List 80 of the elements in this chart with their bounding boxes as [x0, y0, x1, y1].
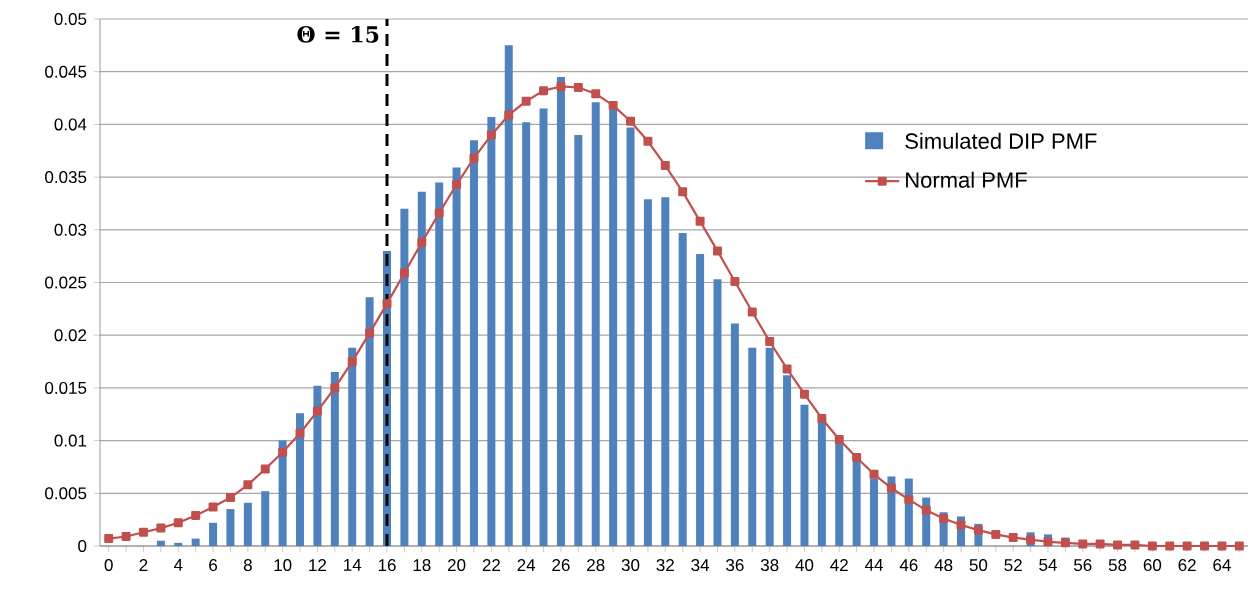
bar	[800, 404, 809, 546]
x-tick-label: 50	[969, 559, 988, 572]
y-tick-label: 0.025	[45, 276, 87, 289]
bar	[678, 232, 687, 546]
bar	[174, 542, 183, 546]
x-tick-label: 10	[274, 559, 292, 572]
legend-label: Normal PMF	[906, 171, 1027, 188]
x-tick-label: 60	[1143, 559, 1162, 572]
x-tick-label: 24	[517, 559, 536, 571]
bar	[209, 522, 218, 546]
x-tick-label: 38	[760, 559, 779, 572]
x-tick-label: 54	[1039, 559, 1057, 571]
bar	[661, 197, 670, 546]
bar	[226, 509, 235, 546]
x-tick-label: 42	[830, 559, 848, 571]
bar	[469, 140, 478, 546]
y-tick-label: 0.02	[54, 329, 87, 342]
bar	[574, 134, 583, 546]
y-tick-label: 0.015	[45, 381, 87, 394]
bar	[365, 297, 374, 546]
bar	[504, 45, 513, 546]
x-tick-label: 22	[482, 559, 500, 571]
x-tick-label: 20	[447, 559, 466, 572]
bar	[348, 347, 357, 546]
bar	[261, 491, 270, 546]
x-tick-label: 48	[934, 559, 953, 572]
y-tick-label: 0.035	[45, 171, 87, 184]
x-tick-label: 4	[173, 559, 183, 571]
y-tick-label: 0	[78, 539, 87, 553]
legend-label: Simulated DIP PMF	[905, 132, 1097, 149]
bar	[278, 440, 287, 546]
bar	[191, 538, 200, 546]
x-tick-label: 18	[413, 559, 431, 572]
x-tick-label: 58	[1108, 559, 1127, 572]
x-tick-label: 62	[1178, 559, 1196, 572]
x-tick-label: 34	[691, 559, 710, 572]
bar	[696, 254, 705, 546]
bar	[296, 413, 305, 546]
x-tick-label: 28	[587, 559, 605, 572]
bar	[591, 102, 600, 546]
x-tick-label: 16	[378, 559, 396, 572]
bar	[400, 208, 409, 546]
x-tick-label: 0	[104, 559, 113, 572]
bar	[156, 540, 165, 546]
x-tick-label: 32	[656, 559, 674, 572]
bar	[730, 323, 739, 546]
bar	[417, 191, 426, 546]
x-tick-label: 26	[552, 559, 570, 572]
bar	[643, 199, 652, 546]
bar	[556, 76, 565, 546]
bar	[539, 108, 548, 546]
x-tick-label: 14	[344, 559, 362, 571]
x-tick-label: 36	[726, 559, 744, 572]
x-tick-label: 30	[621, 559, 640, 572]
x-tick-label: 40	[795, 559, 814, 572]
y-tick-label: 0.03	[54, 223, 87, 236]
bar	[522, 122, 531, 546]
bar	[748, 347, 757, 546]
y-tick-label: 0.005	[45, 487, 87, 500]
x-tick-label: 2	[139, 559, 148, 571]
x-tick-label: 46	[899, 559, 918, 572]
ref-line-label: Θ = 15	[297, 26, 379, 43]
x-tick-label: 52	[1004, 559, 1022, 572]
x-tick-label: 56	[1074, 559, 1092, 572]
x-tick-label: 44	[864, 559, 883, 571]
x-tick-label: 6	[209, 559, 218, 572]
y-tick-label: 0.01	[54, 434, 87, 447]
bar	[713, 279, 722, 546]
y-tick-label: 0.045	[45, 65, 87, 78]
bar	[487, 117, 496, 546]
x-tick-label: 64	[1213, 559, 1231, 572]
bar	[330, 372, 339, 546]
bar	[435, 182, 444, 546]
bar	[452, 167, 461, 546]
bar	[243, 502, 252, 546]
bar	[313, 385, 322, 546]
y-tick-label: 0.04	[54, 118, 87, 131]
y-tick-label: 0.05	[54, 12, 87, 26]
x-tick-label: 8	[243, 559, 252, 572]
x-tick-label: 12	[309, 559, 327, 571]
